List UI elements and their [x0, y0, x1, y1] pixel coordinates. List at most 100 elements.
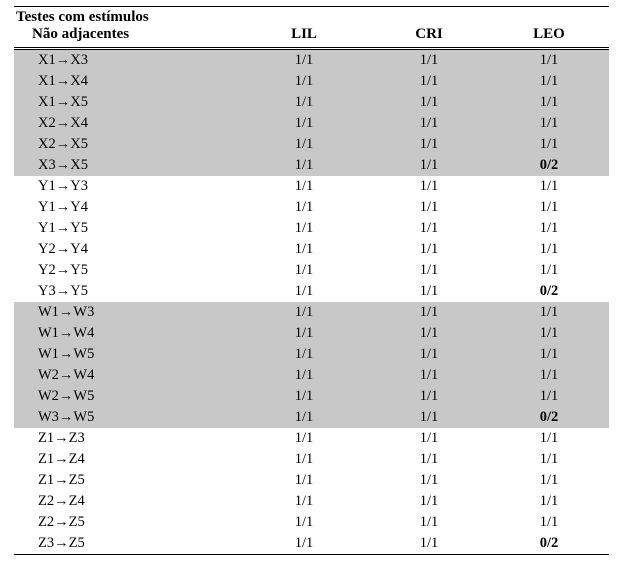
cell-lil: 1/1: [244, 260, 364, 281]
cell-leo: 1/1: [494, 512, 604, 533]
cell-cri: 1/1: [364, 92, 494, 113]
table-row: X2→X41/11/11/1: [14, 113, 609, 134]
table-row: W1→W31/11/11/1: [14, 302, 609, 323]
cell-lil: 1/1: [244, 281, 364, 302]
table-row: X3→X51/11/10/2: [14, 155, 609, 176]
table-row: Z1→Z31/11/11/1: [14, 428, 609, 449]
cell-lil: 1/1: [244, 134, 364, 155]
table-row: Y2→Y51/11/11/1: [14, 260, 609, 281]
cell-lil: 1/1: [244, 218, 364, 239]
cell-lil: 1/1: [244, 155, 364, 176]
table-row: X1→X41/11/11/1: [14, 71, 609, 92]
cell-lil: 1/1: [244, 323, 364, 344]
cell-cri: 1/1: [364, 407, 494, 428]
cell-leo: 0/2: [494, 407, 604, 428]
table-row: Y3→Y51/11/10/2: [14, 281, 609, 302]
cell-cri: 1/1: [364, 176, 494, 197]
cell-lil: 1/1: [244, 407, 364, 428]
table-header: Testes com estímulos Não adjacentes LIL …: [14, 7, 609, 50]
table-row: X1→X31/11/11/1: [14, 50, 609, 71]
cell-leo: 1/1: [494, 260, 604, 281]
cell-leo: 0/2: [494, 281, 604, 302]
results-table: Testes com estímulos Não adjacentes LIL …: [14, 6, 609, 555]
cell-cri: 1/1: [364, 50, 494, 71]
cell-leo: 1/1: [494, 197, 604, 218]
cell-leo: 1/1: [494, 50, 604, 71]
table-row: Z1→Z51/11/11/1: [14, 470, 609, 491]
table-section: Y1→Y31/11/11/1Y1→Y41/11/11/1Y1→Y51/11/11…: [14, 176, 609, 302]
header-title-line1: Testes com estímulos: [14, 9, 609, 26]
cell-lil: 1/1: [244, 176, 364, 197]
cell-cri: 1/1: [364, 344, 494, 365]
cell-leo: 1/1: [494, 449, 604, 470]
cell-lil: 1/1: [244, 50, 364, 71]
cell-cri: 1/1: [364, 491, 494, 512]
cell-leo: 1/1: [494, 344, 604, 365]
cell-stimulus: Z1→Z5: [14, 470, 244, 491]
cell-stimulus: W1→W5: [14, 344, 244, 365]
cell-leo: 1/1: [494, 470, 604, 491]
cell-lil: 1/1: [244, 386, 364, 407]
table-row: Y1→Y31/11/11/1: [14, 176, 609, 197]
cell-lil: 1/1: [244, 344, 364, 365]
cell-stimulus: W2→W5: [14, 386, 244, 407]
cell-leo: 1/1: [494, 71, 604, 92]
cell-stimulus: Y1→Y4: [14, 197, 244, 218]
header-columns-row: Não adjacentes LIL CRI LEO: [14, 26, 609, 43]
cell-cri: 1/1: [364, 218, 494, 239]
cell-stimulus: W1→W4: [14, 323, 244, 344]
cell-stimulus: Z3→Z5: [14, 533, 244, 554]
cell-lil: 1/1: [244, 428, 364, 449]
cell-leo: 1/1: [494, 134, 604, 155]
cell-cri: 1/1: [364, 155, 494, 176]
cell-cri: 1/1: [364, 134, 494, 155]
cell-lil: 1/1: [244, 449, 364, 470]
cell-stimulus: X1→X5: [14, 92, 244, 113]
cell-leo: 1/1: [494, 239, 604, 260]
cell-cri: 1/1: [364, 239, 494, 260]
cell-cri: 1/1: [364, 449, 494, 470]
cell-cri: 1/1: [364, 323, 494, 344]
column-header-lil: LIL: [244, 26, 364, 43]
cell-lil: 1/1: [244, 92, 364, 113]
cell-cri: 1/1: [364, 281, 494, 302]
cell-stimulus: X2→X5: [14, 134, 244, 155]
cell-stimulus: W1→W3: [14, 302, 244, 323]
table-row: W3→W51/11/10/2: [14, 407, 609, 428]
cell-cri: 1/1: [364, 197, 494, 218]
cell-lil: 1/1: [244, 365, 364, 386]
table-row: Z2→Z41/11/11/1: [14, 491, 609, 512]
cell-cri: 1/1: [364, 512, 494, 533]
table-row: Y1→Y41/11/11/1: [14, 197, 609, 218]
cell-lil: 1/1: [244, 71, 364, 92]
cell-lil: 1/1: [244, 470, 364, 491]
cell-stimulus: Z2→Z4: [14, 491, 244, 512]
table-row: Z2→Z51/11/11/1: [14, 512, 609, 533]
table-row: X1→X51/11/11/1: [14, 92, 609, 113]
cell-stimulus: X2→X4: [14, 113, 244, 134]
cell-cri: 1/1: [364, 386, 494, 407]
table-row: W1→W41/11/11/1: [14, 323, 609, 344]
cell-lil: 1/1: [244, 197, 364, 218]
column-header-leo: LEO: [494, 26, 604, 43]
cell-leo: 1/1: [494, 428, 604, 449]
cell-lil: 1/1: [244, 512, 364, 533]
cell-leo: 1/1: [494, 113, 604, 134]
table-section: W1→W31/11/11/1W1→W41/11/11/1W1→W51/11/11…: [14, 302, 609, 428]
cell-leo: 1/1: [494, 365, 604, 386]
table-section: X1→X31/11/11/1X1→X41/11/11/1X1→X51/11/11…: [14, 50, 609, 176]
cell-cri: 1/1: [364, 113, 494, 134]
cell-stimulus: X3→X5: [14, 155, 244, 176]
table-row: W2→W51/11/11/1: [14, 386, 609, 407]
cell-leo: 1/1: [494, 491, 604, 512]
cell-lil: 1/1: [244, 533, 364, 554]
cell-stimulus: Y2→Y5: [14, 260, 244, 281]
column-header-cri: CRI: [364, 26, 494, 43]
table-body: X1→X31/11/11/1X1→X41/11/11/1X1→X51/11/11…: [14, 50, 609, 554]
cell-stimulus: Z1→Z4: [14, 449, 244, 470]
cell-stimulus: W3→W5: [14, 407, 244, 428]
table-row: W1→W51/11/11/1: [14, 344, 609, 365]
page: Testes com estímulos Não adjacentes LIL …: [0, 0, 623, 567]
cell-leo: 1/1: [494, 302, 604, 323]
cell-cri: 1/1: [364, 71, 494, 92]
